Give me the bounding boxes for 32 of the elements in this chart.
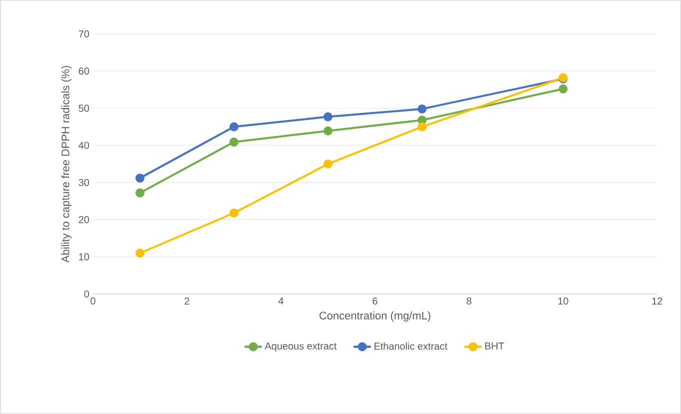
x-tick-label: 4 <box>278 298 284 304</box>
x-tick-label: 12 <box>652 298 662 304</box>
point <box>229 138 238 147</box>
y-tick-label: 10 <box>79 253 90 260</box>
y-axis-title: Ability to capture free DPPH radicals (%) <box>61 66 72 263</box>
x-tick-label: 0 <box>90 298 96 305</box>
point <box>324 159 333 168</box>
x-tick-label: 8 <box>466 298 472 305</box>
point <box>229 122 238 132</box>
y-tick-label: 20 <box>78 216 90 224</box>
y-tick-label: 30 <box>78 179 90 186</box>
legend-label: Aqueous extract <box>264 342 337 352</box>
x-axis-title: Concentration (mg/mL) <box>320 311 430 322</box>
point <box>324 112 333 122</box>
point <box>418 104 427 114</box>
y-tick-label: 40 <box>78 142 90 149</box>
y-tick-label: 70 <box>78 30 90 38</box>
y-tick-label: 50 <box>78 104 90 112</box>
legend-label: Ethanolic extract <box>374 342 448 350</box>
y-tick-label: 0 <box>84 290 90 298</box>
point <box>558 84 568 94</box>
point <box>135 188 144 198</box>
point <box>418 122 427 132</box>
x-tick-label: 6 <box>372 298 378 305</box>
legend-label: BHT <box>485 342 504 350</box>
point <box>324 126 333 136</box>
x-tick-label: 10 <box>558 298 568 305</box>
point <box>135 248 144 258</box>
point <box>135 174 144 183</box>
y-tick-label: 60 <box>78 68 90 75</box>
x-tick-label: 2 <box>184 298 190 304</box>
point <box>229 208 238 218</box>
